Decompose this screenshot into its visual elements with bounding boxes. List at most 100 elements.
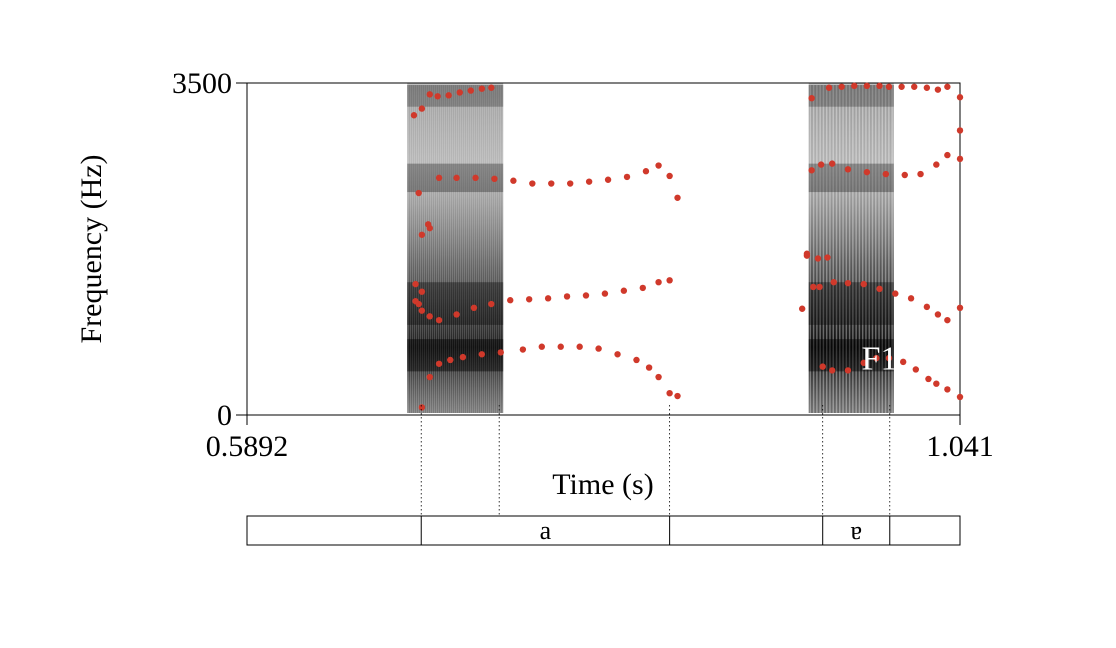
f1-annotation: F1: [505, 327, 541, 364]
voiced-segment-shade: [808, 85, 894, 413]
formant-point-f4: [825, 84, 833, 91]
formant-point-stray: [415, 189, 422, 197]
formant-point-f2: [435, 316, 443, 324]
formant-point-f2: [892, 290, 899, 297]
formant-point-f2: [507, 297, 514, 304]
formant-point-f4: [863, 82, 871, 90]
segment-boundaries: [420, 405, 891, 516]
formant-point-f2: [934, 311, 942, 318]
formant-point-f1: [899, 358, 907, 366]
formant-point-stray: [798, 305, 806, 312]
formant-point-f2: [876, 285, 883, 293]
formant-point-f3: [808, 167, 815, 174]
formant-point-f2: [525, 296, 533, 303]
formant-point-f4: [426, 91, 433, 98]
formant-point-f2: [816, 283, 823, 291]
formant-point-f2: [860, 280, 867, 288]
formant-point-stray: [412, 280, 419, 288]
formant-point-f1: [844, 367, 852, 374]
formant-point-stray: [418, 307, 426, 314]
formant-point-f2: [956, 304, 964, 312]
formant-point-f3: [642, 168, 650, 175]
formant-point-f4: [885, 83, 893, 90]
formant-point-f2: [844, 279, 852, 287]
formant-point-stray: [810, 283, 817, 291]
f1-annotation: F1: [862, 340, 898, 377]
formant-point-stray: [814, 255, 822, 262]
formant-point-f3: [666, 172, 673, 180]
formant-point-f3: [863, 168, 871, 176]
formant-point-stray: [824, 254, 831, 261]
formant-point-f3: [453, 174, 460, 182]
formant-point-f4: [488, 84, 495, 91]
formant-point-f4: [456, 89, 463, 96]
formant-band: [407, 339, 504, 372]
formant-point-f2: [830, 279, 837, 286]
formant-point-f1: [595, 345, 602, 352]
formant-point-f2: [563, 293, 571, 300]
formant-point-f1: [645, 364, 653, 371]
formant-point-f2: [907, 295, 915, 302]
formant-point-f4: [898, 83, 905, 90]
formant-point-f3: [472, 174, 479, 182]
formant-point-f4: [838, 83, 845, 90]
plot-frame: [246, 82, 961, 416]
formant-point-f3: [435, 174, 443, 182]
formant-point-f4: [934, 86, 942, 93]
x-tick-label-right: 1.041: [926, 430, 994, 463]
formant-point-f1: [674, 392, 681, 400]
formant-point-f2: [426, 313, 433, 320]
formant-point-stray: [424, 221, 432, 228]
formant-point-f4: [478, 85, 486, 92]
formant-point-f3: [956, 127, 964, 134]
formant-point-f4: [418, 105, 426, 112]
formant-point-f1: [459, 353, 467, 361]
formant-point-f2: [544, 295, 552, 302]
formant-point-f2: [639, 284, 646, 292]
formant-point-f1: [447, 356, 454, 364]
formant-point-f2: [453, 311, 460, 318]
formant-point-f4: [876, 82, 883, 90]
formant-point-f3: [933, 161, 940, 168]
formant-point-f1: [557, 343, 564, 350]
tier-interval-label: ɐ: [850, 516, 862, 545]
y-tick-label-top: 3500: [172, 67, 232, 100]
formant-point-f3: [491, 175, 498, 183]
formant-point-stray: [412, 297, 419, 305]
formant-point-stray: [956, 94, 964, 101]
formant-point-f1: [519, 346, 527, 353]
formant-point-f3: [418, 231, 426, 238]
formant-point-f1: [885, 354, 893, 362]
formant-point-f3: [623, 173, 631, 181]
y-tick-label-bottom: 0: [217, 399, 232, 432]
formant-point-f4: [911, 83, 918, 90]
formant-point-f4: [851, 82, 858, 90]
formant-point-f3: [901, 171, 908, 179]
formant-point-f3: [510, 177, 517, 184]
annotations: F1 F1: [505, 327, 898, 377]
formant-point-f4: [434, 93, 441, 100]
formant-point-f3: [817, 161, 825, 168]
formant-point-f4: [410, 112, 418, 119]
formant-point-f4: [808, 94, 815, 102]
formant-point-f2: [601, 290, 609, 297]
x-axis-title: Time (s): [552, 468, 653, 501]
formant-point-f1: [873, 354, 880, 362]
formant-point-f1: [925, 375, 932, 383]
spectrogram-shading: [407, 83, 894, 413]
formant-point-f4: [467, 87, 474, 94]
formant-point-f1: [912, 366, 920, 373]
formant-point-f3: [674, 194, 681, 201]
y-axis-title: Frequency (Hz): [75, 154, 108, 343]
formant-point-f2: [470, 304, 478, 312]
formant-point-f1: [576, 343, 583, 350]
formant-point-f1: [426, 373, 433, 381]
formant-point-f2: [488, 300, 495, 308]
formant-point-f1: [538, 343, 545, 350]
formant-tracks: [410, 82, 964, 411]
formant-point-f3: [529, 180, 536, 187]
formant-point-f3: [844, 166, 852, 173]
formant-point-f1: [633, 356, 640, 364]
